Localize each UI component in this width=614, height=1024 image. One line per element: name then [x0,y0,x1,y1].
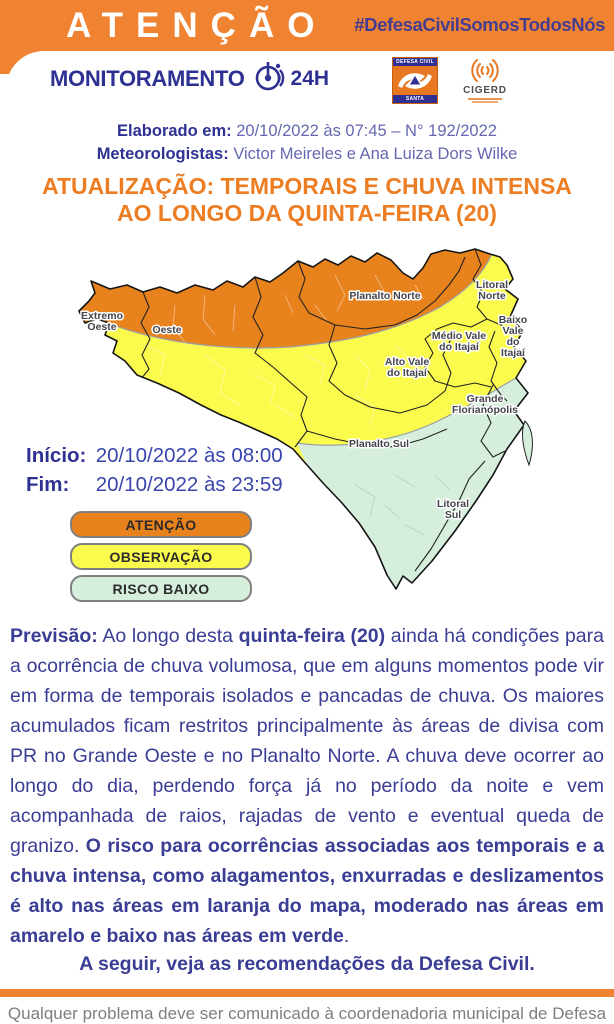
defesa-civil-logo: DEFESA CIVIL SANTA CATARINA [392,57,438,110]
period-start-value: 20/10/2022 às 08:00 [95,444,283,467]
map-label-litoral-sul: Litoral Sul [437,498,469,521]
monitoring-row: MONITORAMENTO 24H [50,57,329,100]
forecast-segment: . [343,925,350,947]
forecast-bold-segment: O risco para ocorrências associadas aos … [10,835,604,947]
meteorologists-line: Meteorologistas: Victor Meireles e Ana L… [0,143,614,166]
meta-block: Elaborado em: 20/10/2022 às 07:45 – N° 1… [0,112,614,166]
page-title: ATUALIZAÇÃO: TEMPORAIS E CHUVA INTENSA A… [42,173,572,226]
meteorologists-value: Victor Meireles e Ana Luiza Dors Wilke [233,145,518,163]
map-label-extremo-oeste: Extremo Oeste [81,310,123,333]
legend-pill-observação: OBSERVAÇÃO [70,543,252,570]
forecast-segment: ainda há condições para a ocorrência de … [10,625,604,857]
legend-pill-risco-baixo: RISCO BAIXO [70,575,252,602]
map-section: Extremo Oeste Oeste Planalto Norte Litoral No… [0,235,614,613]
validity-period: Início: 20/10/2022 às 08:00 Fim: 20/10/2… [26,441,283,499]
forecast-bold-segment: quinta-feira (20) [238,625,386,647]
header: ATENÇÃO #DefesaCivilSomosTodosNós MONITO… [0,0,614,112]
risk-legend: ATENÇÃO OBSERVAÇÃO RISCO BAIXO [70,511,252,607]
defesa-civil-logo-top-label: DEFESA CIVIL [393,58,437,66]
legend-pill-atenção: ATENÇÃO [70,511,252,538]
florianopolis-island [521,420,533,467]
risk-map: Extremo Oeste Oeste Planalto Norte Litoral No… [78,248,533,590]
cigerd-label: CIGERD [463,85,507,96]
municipal-lines [144,274,424,426]
next-note: A seguir, veja as recomendações da Defes… [79,953,535,975]
map-label-médio-vale-do-itajaí: Médio Vale do Itajaí [432,330,486,353]
cigerd-subtext-line [468,98,502,100]
municipal-lines-south [354,474,451,536]
zone-atencao [79,249,493,348]
footer-note: Qualquer problema deve ser comunicado à … [0,997,614,1024]
cigerd-glyph-icon [471,59,499,82]
monitoring-hours: 24H [290,66,330,90]
map-label-planalto-norte: Planalto Norte [349,290,420,302]
footer-orange-bar [0,989,614,997]
meteorologists-label: Meteorologistas: [96,145,229,163]
state-outline [78,248,529,590]
map-label-baixo-vale-do-itajaí: Baixo Vale do Itajaí [499,314,528,359]
footer-note-line1: Qualquer problema deve ser comunicado à … [7,1004,607,1023]
elaborated-value: 20/10/2022 às 07:45 – N° 192/2022 [236,122,497,140]
forecast-segment: Ao longo desta [97,625,239,647]
zone-boundaries [96,250,517,446]
region-boundaries [140,249,508,572]
period-end-label: Fim: [26,473,70,496]
zone-risco-baixo [297,378,528,589]
period-end-value: 20/10/2022 às 23:59 [95,473,283,496]
map-label-alto-vale-do-itajaí: Alto Vale do Itajaí [385,356,430,379]
alert-title: ATENÇÃO [66,6,328,45]
defesa-civil-emblem-icon [398,72,432,89]
footer: Qualquer problema deve ser comunicado à … [0,989,614,1024]
elaborated-label: Elaborado em: [117,122,232,140]
period-start-row: Início: 20/10/2022 às 08:00 [26,441,283,470]
period-end-row: Fim: 20/10/2022 às 23:59 [26,470,283,499]
forecast-bold-segment: Previsão: [10,625,98,647]
forecast-paragraph: Previsão: Ao longo desta quinta-feira (2… [10,621,604,951]
defesa-civil-logo-bottom-label: SANTA CATARINA [393,95,437,110]
map-label-litoral-norte: Litoral Norte [476,279,508,302]
radar-icon [251,57,289,100]
hashtag: #DefesaCivilSomosTodosNós [354,14,605,35]
monitoring-label: MONITORAMENTO [50,65,245,91]
period-start-label: Início: [26,444,87,467]
cigerd-subtext-line2 [472,101,498,103]
map-label-oeste: Oeste [152,324,181,336]
map-label-grande-florianópolis: Grande Florianópolis [452,393,518,416]
cigerd-logo: CIGERD [458,57,512,103]
logos: DEFESA CIVIL SANTA CATARINA [392,57,512,110]
header-orange-bar [0,0,614,51]
header-white-panel [6,51,614,112]
map-label-planalto-sul: Planalto Sul [349,438,409,450]
map-labels: Extremo Oeste Oeste Planalto Norte Litoral No… [79,278,528,523]
elaborated-line: Elaborado em: 20/10/2022 às 07:45 – N° 1… [0,120,614,143]
